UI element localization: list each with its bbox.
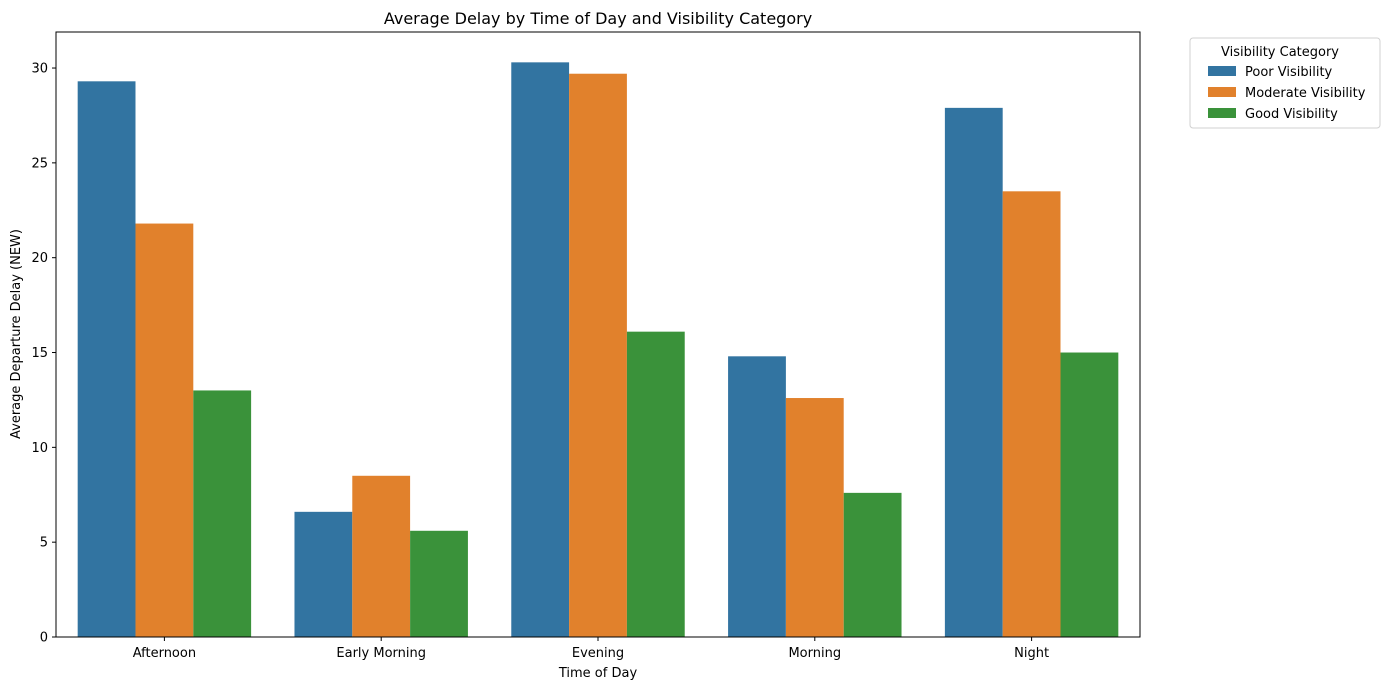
bar-good-visibility-morning bbox=[843, 492, 902, 637]
bar-poor-visibility-morning bbox=[728, 356, 786, 637]
y-tick-label: 10 bbox=[31, 441, 48, 456]
bar-moderate-visibility-early-morning bbox=[352, 475, 411, 637]
x-axis-label: Time of Day bbox=[558, 666, 638, 681]
y-tick-label: 5 bbox=[40, 536, 48, 551]
chart-title: Average Delay by Time of Day and Visibil… bbox=[384, 9, 812, 28]
legend-swatch bbox=[1208, 66, 1236, 76]
legend-box bbox=[1189, 37, 1381, 129]
plot-frame bbox=[55, 31, 1141, 638]
x-tick-label: Night bbox=[1014, 646, 1049, 661]
bar-good-visibility-night bbox=[1060, 352, 1119, 637]
bar-good-visibility-evening bbox=[626, 331, 685, 637]
bar-good-visibility-early-morning bbox=[410, 530, 468, 637]
bar-poor-visibility-early-morning bbox=[294, 511, 353, 637]
bar-moderate-visibility-afternoon bbox=[135, 223, 194, 638]
bar-poor-visibility-night bbox=[944, 107, 1003, 638]
bar-good-visibility-afternoon bbox=[193, 390, 252, 637]
bar-moderate-visibility-night bbox=[1002, 191, 1061, 637]
y-tick-label: 20 bbox=[31, 251, 48, 266]
x-tick-label: Afternoon bbox=[133, 646, 196, 661]
y-tick-label: 0 bbox=[40, 631, 48, 646]
plot-area: Afternoon Early Morning Evening Morning Nigh… bbox=[31, 31, 1141, 661]
legend-swatch bbox=[1208, 108, 1236, 118]
legend-swatch bbox=[1208, 87, 1236, 97]
legend-entry-label: Good Visibility bbox=[1245, 107, 1338, 122]
bar-moderate-visibility-morning bbox=[785, 398, 844, 637]
legend-title: Visibility Category bbox=[1221, 45, 1339, 60]
y-axis-label: Average Departure Delay (NEW) bbox=[9, 229, 24, 439]
x-tick-label: Early Morning bbox=[336, 646, 426, 661]
bar-moderate-visibility-evening bbox=[569, 73, 627, 638]
legend-entry-label: Moderate Visibility bbox=[1245, 86, 1366, 101]
bar-poor-visibility-afternoon bbox=[77, 81, 136, 637]
x-tick-label: Morning bbox=[788, 646, 841, 661]
y-tick-label: 30 bbox=[31, 62, 48, 77]
legend: Visibility Category Poor Visibility Modera… bbox=[1189, 37, 1381, 129]
bar-poor-visibility-evening bbox=[511, 62, 570, 637]
y-tick-label: 15 bbox=[31, 346, 48, 361]
legend-entry-label: Poor Visibility bbox=[1245, 65, 1333, 80]
x-tick-label: Evening bbox=[572, 646, 624, 661]
y-tick-label: 25 bbox=[31, 156, 48, 171]
